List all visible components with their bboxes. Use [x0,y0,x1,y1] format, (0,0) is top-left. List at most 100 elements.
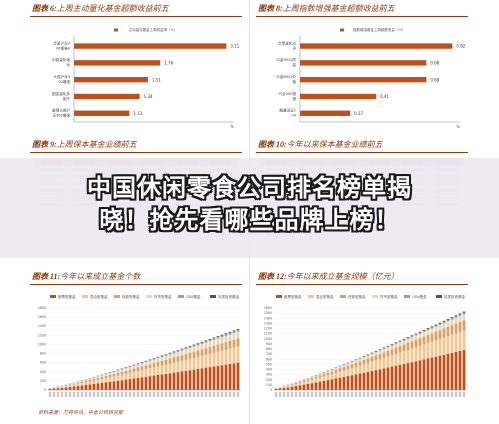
bar-segment [52,387,56,389]
x-tick-label [180,392,184,397]
bar-segment [84,379,88,381]
bar-segment [454,315,458,317]
bar-segment [358,365,362,374]
bar-segment [56,388,60,390]
data-label: 0.27 [354,111,363,116]
bar-segment [334,378,338,390]
bar-segment [346,363,350,366]
bar-segment [200,349,204,356]
bar-segment [374,352,378,356]
bar-segment [108,374,112,378]
bar-segment [378,349,382,350]
bar-segment [168,354,172,359]
bar-segment [228,331,232,333]
y-tick-label: 1200 [38,333,46,337]
bar-segment [346,376,350,390]
bar-segment [96,376,100,378]
bar-segment [306,383,310,390]
x-tick-label [342,392,346,397]
bar-segment [310,376,314,379]
bar-segment [168,363,172,374]
y-tick-label: 800 [40,352,46,356]
bar-segment [104,375,108,379]
bar-segment [410,335,414,337]
bar-segment [362,364,366,373]
bar-segment [458,314,462,316]
bar-segment [310,383,314,390]
x-tick-label [438,392,442,397]
x-tick-label [450,392,454,397]
category-label: 国金量化多 [52,91,70,96]
y-tick-label: 0 [44,388,46,392]
bar-segment [100,378,104,383]
x-tick-label [104,392,108,397]
bar-segment [390,344,394,345]
bar-segment [406,363,410,390]
bar-segment [378,369,382,390]
x-tick-label [410,392,414,397]
figure-11-title: 图表 11:今年以来成立基金个数 [32,271,140,282]
category-label: 值 [292,79,296,84]
bar-segment [274,388,278,389]
bar-segment [200,342,204,344]
bar-segment [184,354,188,360]
bar-segment [172,352,176,354]
bar-segment [338,377,342,390]
legend-swatch [340,295,346,298]
x-tick-label [286,392,290,397]
bar-segment [164,359,168,365]
bar-segment [458,331,462,351]
bar-segment [148,376,152,390]
bar-segment [108,381,112,390]
x-tick-label [394,392,398,397]
bar-segment [124,373,128,380]
x-tick-label [326,392,330,397]
x-tick-label [282,392,286,397]
headline-banner [0,158,499,258]
y-tick-label: 1600 [38,315,46,319]
bar-segment [278,388,282,390]
bar-segment [370,361,374,371]
bar-segment [310,379,314,384]
figure-8-title: 图表 8:上周指数增强基金超额收益前五 [258,3,395,14]
x-tick-label [402,392,406,397]
bar-segment [200,368,204,390]
category-label: 00增强A [56,45,71,50]
bar-segment [330,379,334,390]
figure-10-label: 图表 10: [258,140,287,149]
bar-segment [80,380,84,382]
bar-segment [188,358,192,371]
bar-segment [208,338,212,340]
bar-segment [326,380,330,390]
bar-segment [96,383,100,390]
bar-segment [124,367,128,369]
bar-segment [56,387,60,389]
bar-segment [462,314,466,321]
bar-segment [398,342,402,347]
x-tick-label [116,392,120,397]
figure-11-title-text: 今年以来成立基金个数 [60,272,141,281]
category-label: 华夏沪深3 [53,40,70,45]
bar-segment [200,355,204,369]
bar-segment [298,381,302,384]
x-tick-label [236,392,240,397]
bar-segment [180,349,184,351]
bar-segment [330,369,334,372]
bar-segment [434,331,438,341]
bar-segment [294,386,298,390]
bar-segment [370,353,374,354]
bar-segment [164,355,168,360]
bar-segment [140,377,144,390]
bar-segment [180,371,184,390]
bar-segment [402,338,406,340]
bar-segment [92,380,96,384]
figure-11-panel: 图表 11:今年以来成立基金个数 股票型基金 混合型基金 债券型基金 货币型基金 QDI… [28,268,244,408]
bar-segment [188,347,192,353]
x-tick-label [306,392,310,397]
bar-segment [426,343,430,359]
x-tick-label [406,392,410,397]
bar-segment [184,349,188,355]
bar-segment [136,371,140,378]
bar-segment [362,372,366,390]
